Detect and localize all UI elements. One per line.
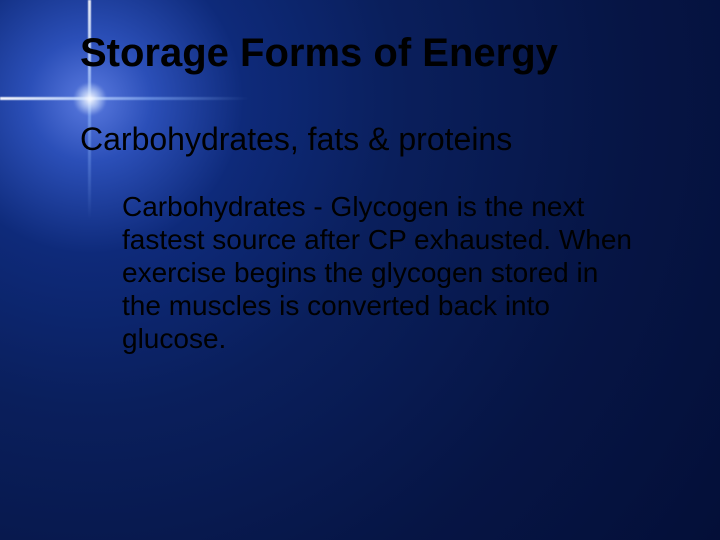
lens-flare-horizontal bbox=[0, 97, 250, 100]
slide-subtitle: Carbohydrates, fats & proteins bbox=[80, 122, 680, 157]
lens-flare-core bbox=[73, 82, 107, 116]
slide: Storage Forms of Energy Carbohydrates, f… bbox=[0, 0, 720, 540]
slide-body: Carbohydrates - Glycogen is the next fas… bbox=[122, 190, 632, 355]
slide-title: Storage Forms of Energy bbox=[80, 32, 680, 74]
